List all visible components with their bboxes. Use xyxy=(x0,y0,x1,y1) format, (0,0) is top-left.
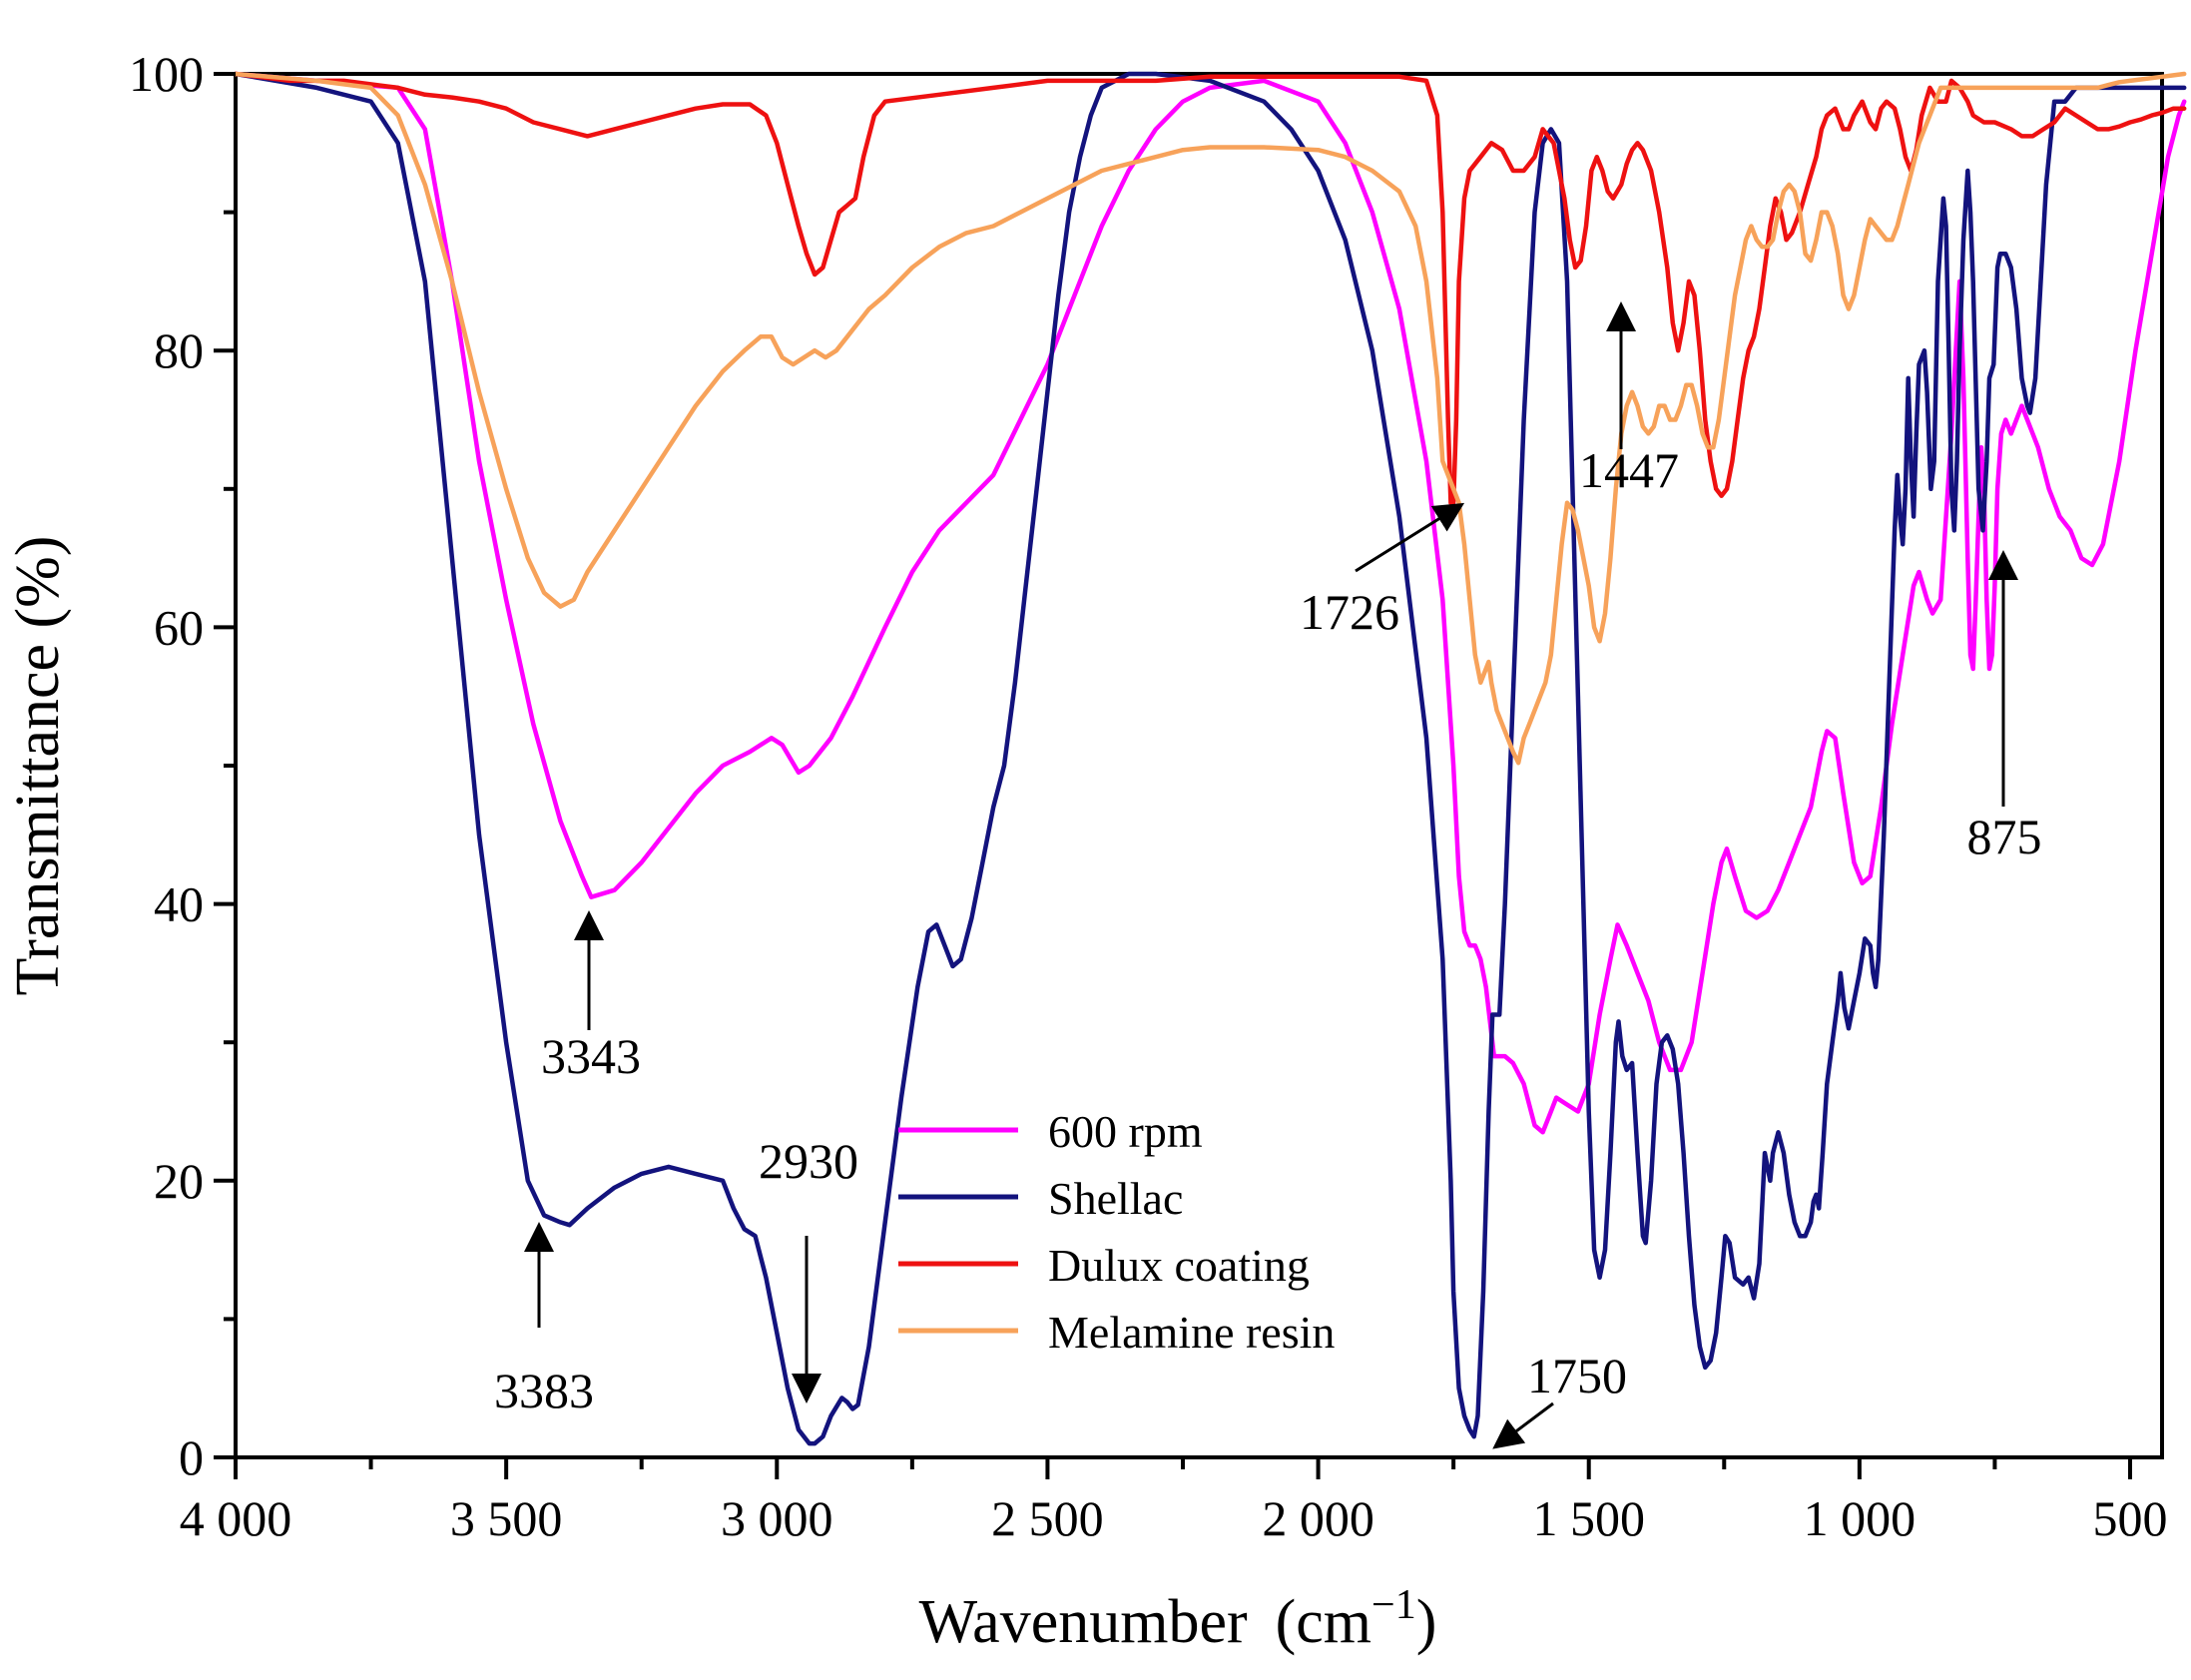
y-tick-label-4: 80 xyxy=(154,322,204,378)
annotation-label-1447: 1447 xyxy=(1579,442,1679,498)
series-line-0 xyxy=(233,71,2187,1135)
y-tick-label-1: 20 xyxy=(154,1153,204,1209)
annotation-label-1750: 1750 xyxy=(1527,1348,1627,1403)
y-tick-label-3: 60 xyxy=(154,599,204,655)
y-axis-title: Transmittance (%) xyxy=(4,536,72,996)
annotation-label-3343: 3343 xyxy=(541,1028,641,1084)
series-line-3 xyxy=(233,71,2187,766)
x-tick-label-0: 4 000 xyxy=(180,1490,292,1546)
y-tick-label-2: 40 xyxy=(154,876,204,932)
legend: 600 rpm Shellac Dulux coating Melamine resi… xyxy=(898,1106,1335,1358)
x-tick-label-2: 3 000 xyxy=(721,1490,833,1546)
legend-label-0: 600 rpm xyxy=(1048,1106,1203,1157)
x-axis-unit-close: ) xyxy=(1416,1588,1437,1656)
x-axis-title: Wavenumber (cm−1) xyxy=(919,1582,1437,1656)
y-tick-label-0: 0 xyxy=(179,1429,204,1485)
series-line-1 xyxy=(233,71,2187,1446)
annotation-arrow-1726 xyxy=(1355,502,1465,573)
x-tick-label-5: 1 500 xyxy=(1532,1490,1645,1546)
x-axis-unit-base: cm xyxy=(1296,1588,1371,1656)
series-layer xyxy=(233,71,2187,1446)
annotation-layer: 3383 3343 2930 1750 1726 1447 875 xyxy=(494,301,2042,1449)
x-tick-label-4: 2 000 xyxy=(1262,1490,1374,1546)
annotation-label-3383: 3383 xyxy=(494,1363,594,1418)
x-tick-label-6: 1 000 xyxy=(1804,1490,1917,1546)
ticks-layer: 4 000 3 500 3 000 2 500 2 000 1 500 1 000 500 0 2… xyxy=(129,46,2168,1546)
annotation-label-1726: 1726 xyxy=(1300,584,1399,640)
x-axis-unit-open: ( xyxy=(1276,1588,1297,1656)
y-tick-label-5: 100 xyxy=(129,46,204,102)
legend-label-2: Dulux coating xyxy=(1048,1240,1310,1291)
annotation-label-875: 875 xyxy=(1967,809,2042,864)
series-line-2 xyxy=(233,71,2187,505)
legend-label-3: Melamine resin xyxy=(1048,1307,1335,1358)
annotation-label-2930: 2930 xyxy=(759,1133,858,1189)
x-axis-unit-exp: −1 xyxy=(1371,1582,1416,1628)
legend-label-1: Shellac xyxy=(1048,1173,1183,1224)
annotation-arrow-1750 xyxy=(1492,1401,1554,1449)
x-tick-label-3: 2 500 xyxy=(991,1490,1104,1546)
x-axis-title-main: Wavenumber xyxy=(919,1588,1248,1656)
x-tick-label-7: 500 xyxy=(2093,1490,2168,1546)
x-tick-label-1: 3 500 xyxy=(450,1490,563,1546)
